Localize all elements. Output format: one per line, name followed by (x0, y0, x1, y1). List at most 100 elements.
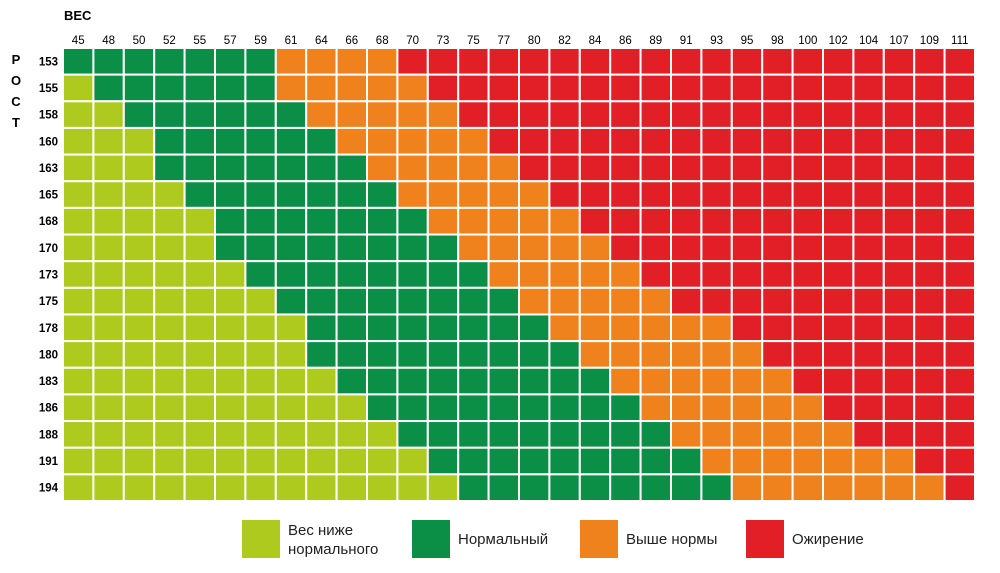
y-tick-label: 158 (39, 110, 59, 122)
heatmap-cell (183, 340, 217, 369)
heatmap-cell (122, 286, 156, 316)
heatmap-cell (609, 420, 642, 449)
x-tick-label: 82 (558, 35, 571, 47)
heatmap-cell (639, 366, 672, 396)
heatmap-cell (335, 286, 369, 316)
heatmap-cell (761, 100, 794, 129)
heatmap-cell (335, 233, 369, 263)
heatmap-cell (822, 206, 855, 236)
heatmap-cell (426, 366, 460, 396)
heatmap-cell (518, 126, 551, 156)
y-tick-label: 170 (39, 243, 58, 255)
heatmap-cell (730, 393, 764, 423)
heatmap-cell (426, 233, 460, 263)
heatmap-cell (396, 47, 429, 76)
heatmap-cell (183, 366, 217, 396)
heatmap-cell (670, 180, 703, 209)
heatmap-cell (153, 313, 186, 343)
heatmap-cell (578, 100, 612, 129)
heatmap-cell (122, 313, 156, 343)
y-tick-labels: 153 155 158 160 163 165 168 170 173 175 178 180 183 1… (39, 56, 59, 494)
heatmap-cell (366, 260, 399, 289)
heatmap-cell (426, 446, 460, 476)
heatmap-cell (62, 153, 95, 183)
heatmap-cell (244, 73, 277, 103)
heatmap-cell (183, 446, 217, 476)
heatmap-cell (548, 180, 581, 209)
heatmap-cell (639, 420, 672, 449)
heatmap-cell (214, 473, 247, 503)
heatmap-cell (214, 47, 247, 76)
heatmap-cell (670, 286, 703, 316)
heatmap-cell (761, 233, 794, 263)
heatmap-cell (366, 366, 399, 396)
heatmap-cell (122, 100, 156, 129)
heatmap-cell (609, 47, 642, 76)
heatmap-cell (426, 286, 460, 316)
y-axis-label-letter: Р (12, 52, 21, 67)
heatmap-cell (396, 420, 429, 449)
heatmap-cell (305, 206, 338, 236)
heatmap-cell (214, 126, 247, 156)
heatmap-cell (457, 153, 490, 183)
heatmap-cell (153, 420, 186, 449)
heatmap-cell (913, 366, 946, 396)
heatmap-cell (670, 366, 703, 396)
heatmap-cell (670, 446, 703, 476)
heatmap-cell (578, 340, 612, 369)
heatmap-cell (791, 100, 824, 129)
heatmap-cell (487, 126, 521, 156)
heatmap-cell (730, 473, 764, 503)
heatmap-cell (882, 473, 916, 503)
heatmap-cell (518, 393, 551, 423)
x-tick-label: 52 (163, 35, 176, 47)
heatmap-cell (882, 233, 916, 263)
heatmap-cell (670, 153, 703, 183)
heatmap-cell (274, 126, 308, 156)
heatmap-cell (761, 446, 794, 476)
x-tick-label: 93 (710, 35, 723, 47)
heatmap-cell (761, 366, 794, 396)
heatmap-cell (92, 420, 125, 449)
heatmap-cell (214, 420, 247, 449)
heatmap-cell (396, 340, 429, 369)
heatmap-cell (183, 126, 217, 156)
heatmap-cell (92, 100, 125, 129)
heatmap-cell (609, 206, 642, 236)
heatmap-cell (822, 126, 855, 156)
heatmap-cell (274, 473, 308, 503)
heatmap-cell (761, 473, 794, 503)
heatmap-cell (609, 340, 642, 369)
heatmap-cell (457, 286, 490, 316)
heatmap-cell (943, 340, 976, 369)
heatmap-cell (62, 393, 95, 423)
heatmap-cell (396, 313, 429, 343)
heatmap-cell (518, 420, 551, 449)
heatmap-cell (62, 180, 95, 209)
heatmap-cell (852, 47, 885, 76)
heatmap-cell (791, 47, 824, 76)
heatmap-cell (882, 206, 916, 236)
heatmap-cell (335, 473, 369, 503)
heatmap-cell (913, 260, 946, 289)
legend: Вес ниже нормального Нормальный Выше нор… (0, 520, 1000, 565)
heatmap-cell (609, 233, 642, 263)
y-tick-label: 163 (39, 163, 58, 175)
x-tick-label: 73 (437, 35, 450, 47)
heatmap-cell (761, 180, 794, 209)
heatmap-cell (457, 473, 490, 503)
heatmap-cell (882, 73, 916, 103)
heatmap-cell (609, 366, 642, 396)
heatmap-cell (700, 73, 733, 103)
y-tick-label: 183 (39, 376, 58, 388)
heatmap-cell (518, 286, 551, 316)
heatmap-cell (366, 420, 399, 449)
heatmap-cell (548, 446, 581, 476)
heatmap-cell (578, 446, 612, 476)
heatmap-cell (913, 393, 946, 423)
heatmap-cell (943, 47, 976, 76)
heatmap-cell (274, 366, 308, 396)
heatmap-cell (62, 420, 95, 449)
heatmap-cell (822, 446, 855, 476)
